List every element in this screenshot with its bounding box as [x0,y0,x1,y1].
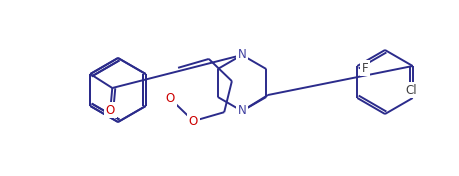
Text: F: F [361,61,368,74]
Text: O: O [188,115,198,128]
Text: N: N [237,49,246,61]
Text: Cl: Cl [404,83,415,96]
Text: O: O [106,103,115,117]
Text: N: N [237,105,246,118]
Text: O: O [165,92,174,105]
